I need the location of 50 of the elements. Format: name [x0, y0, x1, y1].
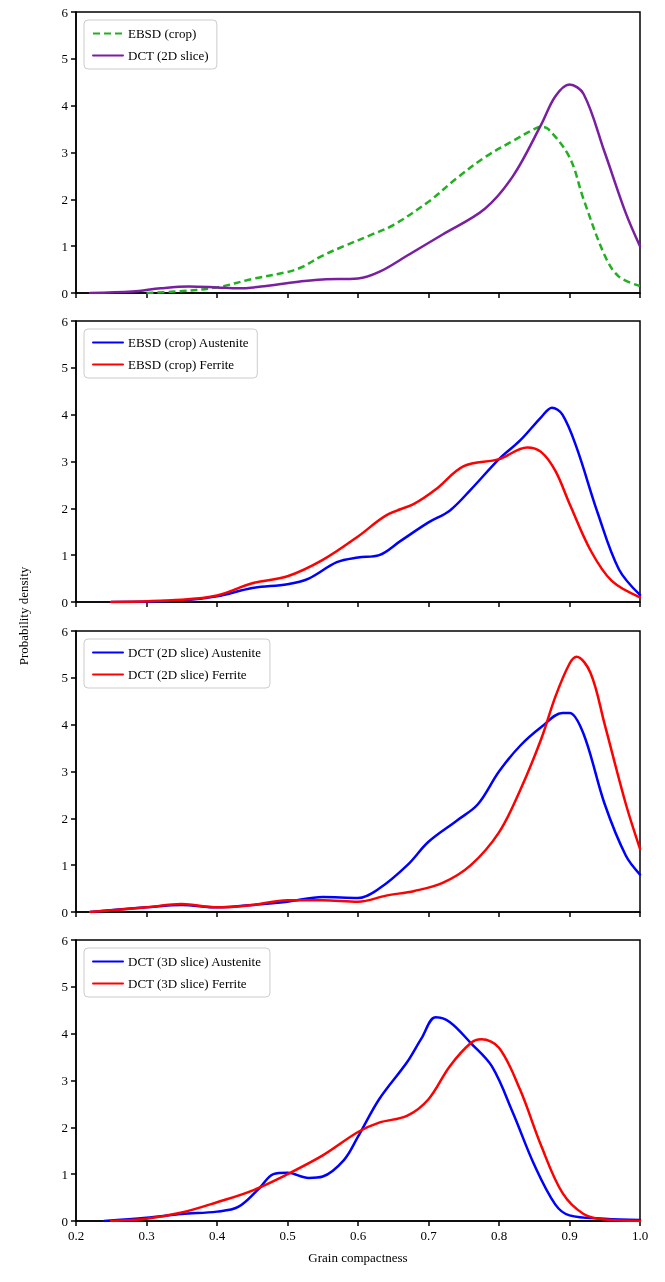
y-tick-label: 1 — [61, 857, 68, 873]
y-axis-title: Probability density — [16, 567, 32, 666]
y-tick-label: 2 — [61, 810, 68, 826]
legend-label: DCT (2D slice) Ferrite — [128, 666, 247, 682]
y-tick-label: 6 — [61, 313, 69, 329]
x-tick-label: 0.9 — [561, 1227, 578, 1243]
y-tick-label: 0 — [61, 904, 68, 920]
y-tick-label: 3 — [61, 763, 68, 779]
y-tick-label: 1 — [61, 1166, 68, 1182]
x-tick-label: 0.4 — [208, 1227, 226, 1243]
y-tick-label: 4 — [61, 1026, 69, 1042]
legend-label: EBSD (crop) Austenite — [128, 335, 249, 351]
legend-label: DCT (3D slice) Austenite — [128, 953, 262, 969]
y-tick-label: 2 — [61, 501, 68, 517]
y-tick-label: 1 — [61, 238, 68, 254]
y-tick-label: 0 — [61, 285, 68, 301]
y-tick-label: 5 — [61, 360, 68, 376]
y-tick-label: 4 — [61, 407, 69, 423]
x-tick-label: 0.2 — [67, 1227, 85, 1243]
y-tick-label: 2 — [61, 191, 68, 207]
legend-label: EBSD (crop) — [128, 26, 197, 41]
x-tick-label: 0.3 — [138, 1227, 155, 1243]
y-tick-label: 1 — [61, 547, 68, 563]
y-tick-label: 5 — [61, 51, 68, 67]
x-axis-title: Grain compactness — [308, 1249, 408, 1265]
line-series — [145, 125, 642, 295]
y-tick-label: 3 — [61, 454, 68, 470]
y-tick-label: 4 — [61, 716, 69, 732]
line-series — [88, 83, 642, 295]
legend-label: EBSD (crop) Ferrite — [128, 357, 235, 373]
y-tick-label: 3 — [61, 145, 68, 160]
legend-label: DCT (3D slice) Ferrite — [128, 975, 247, 991]
y-tick-label: 3 — [61, 1072, 68, 1088]
legend-label: DCT (2D slice) — [128, 48, 209, 63]
y-tick-label: 6 — [61, 932, 69, 948]
x-tick-label: 0.8 — [490, 1227, 508, 1243]
y-tick-label: 5 — [61, 669, 68, 685]
legend-label: DCT (2D slice) Austenite — [128, 644, 262, 660]
y-tick-label: 6 — [61, 4, 69, 20]
y-tick-label: 4 — [61, 98, 69, 114]
y-tick-label: 5 — [61, 979, 68, 995]
y-tick-label: 2 — [61, 1119, 68, 1135]
y-tick-label: 0 — [61, 594, 68, 610]
x-tick-label: 0.7 — [420, 1227, 438, 1243]
y-tick-label: 0 — [61, 1213, 68, 1229]
y-tick-label: 6 — [61, 623, 69, 639]
x-tick-label: 0.6 — [349, 1227, 367, 1243]
x-tick-label: 1.0 — [631, 1227, 649, 1243]
line-series — [110, 446, 642, 604]
x-tick-label: 0.5 — [279, 1227, 296, 1243]
